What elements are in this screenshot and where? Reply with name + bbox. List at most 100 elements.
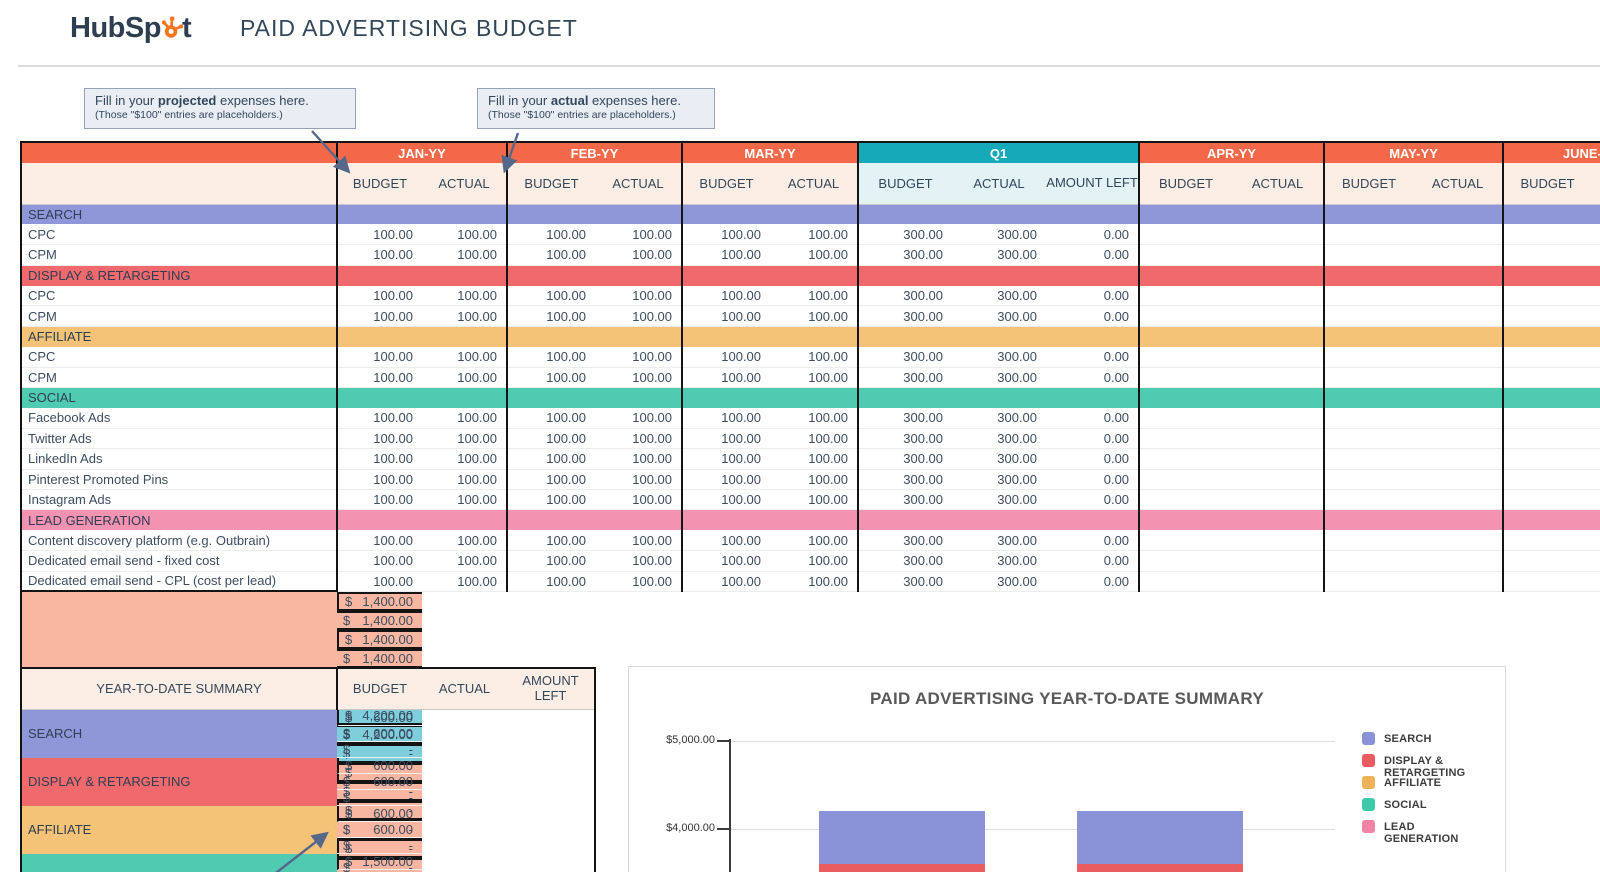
value-cell[interactable]: 100.00 (770, 367, 859, 389)
category-band-cell[interactable] (506, 204, 595, 225)
value-cell[interactable]: 100.00 (506, 346, 595, 368)
value-cell[interactable] (1502, 571, 1592, 592)
value-cell[interactable] (1138, 469, 1233, 490)
category-band-cell[interactable] (952, 509, 1047, 531)
value-cell[interactable]: 300.00 (857, 305, 953, 327)
category-band-cell[interactable] (1138, 265, 1233, 286)
category-band-cell[interactable] (1232, 265, 1325, 286)
value-cell[interactable]: 100.00 (336, 571, 422, 592)
ytd-value-cell[interactable]: $ - (337, 838, 422, 854)
ytd-category-label[interactable]: AFFILIATE (21, 805, 337, 854)
value-cell[interactable]: 100.00 (681, 469, 771, 490)
value-cell[interactable] (1323, 224, 1414, 246)
value-cell[interactable] (1232, 550, 1325, 572)
category-band-cell[interactable] (336, 509, 422, 531)
ytd-value-cell[interactable]: $ - (337, 790, 422, 806)
value-cell[interactable]: 0.00 (1046, 367, 1140, 389)
category-row-label[interactable]: SEARCH (21, 204, 337, 225)
value-cell[interactable]: 300.00 (857, 244, 953, 266)
value-cell[interactable] (1232, 224, 1325, 246)
value-cell[interactable]: 100.00 (422, 550, 507, 572)
value-cell[interactable] (1138, 285, 1233, 307)
value-cell[interactable]: 300.00 (952, 530, 1047, 552)
category-band-cell[interactable] (506, 265, 595, 286)
category-row-label[interactable]: DISPLAY & RETARGETING (21, 265, 337, 286)
category-band-cell[interactable] (1046, 387, 1140, 408)
value-cell[interactable]: 100.00 (681, 428, 771, 450)
total-value-cell[interactable]: $ - (337, 743, 422, 763)
value-cell[interactable] (1232, 305, 1325, 327)
value-cell[interactable]: 100.00 (336, 367, 422, 389)
line-item-label[interactable]: LinkedIn Ads (21, 448, 337, 470)
category-band-cell[interactable] (1232, 387, 1325, 408)
category-band-cell[interactable] (952, 265, 1047, 286)
category-band-cell[interactable] (595, 509, 683, 531)
category-row-label[interactable]: AFFILIATE (21, 326, 337, 347)
value-cell[interactable]: 0.00 (1046, 571, 1140, 592)
category-band-cell[interactable] (1138, 326, 1233, 347)
column-header-q1-amount-left[interactable]: AMOUNT LEFT (1046, 163, 1140, 205)
value-cell[interactable]: 100.00 (422, 346, 507, 368)
value-cell[interactable]: 0.00 (1046, 346, 1140, 368)
category-band-cell[interactable] (952, 387, 1047, 408)
ytd-category-label[interactable]: SOCIAL (21, 853, 337, 872)
section-header-jan[interactable]: JAN-YY (336, 142, 507, 163)
column-header-apr-budget[interactable]: BUDGET (1138, 163, 1233, 205)
value-cell[interactable] (1413, 224, 1504, 246)
value-cell[interactable]: 100.00 (506, 469, 595, 490)
value-cell[interactable]: 100.00 (336, 550, 422, 572)
value-cell[interactable]: 100.00 (595, 428, 683, 450)
value-cell[interactable]: 100.00 (506, 367, 595, 389)
value-cell[interactable] (1138, 346, 1233, 368)
total-value-cell[interactable]: $1,400.00 (337, 629, 422, 649)
value-cell[interactable]: 100.00 (422, 224, 507, 246)
column-header-feb-actual[interactable]: ACTUAL (595, 163, 683, 205)
category-band-cell[interactable] (1323, 326, 1414, 347)
value-cell[interactable] (1232, 571, 1325, 592)
value-cell[interactable]: 100.00 (770, 407, 859, 429)
category-band-cell[interactable] (1046, 265, 1140, 286)
value-cell[interactable]: 0.00 (1046, 244, 1140, 266)
value-cell[interactable]: 100.00 (506, 224, 595, 246)
line-item-label[interactable]: Content discovery platform (e.g. Outbrai… (21, 530, 337, 552)
value-cell[interactable]: 100.00 (681, 489, 771, 511)
total-value-cell[interactable]: $ - (337, 800, 422, 820)
value-cell[interactable]: 100.00 (770, 244, 859, 266)
value-cell[interactable] (1502, 407, 1592, 429)
value-cell[interactable] (1138, 367, 1233, 389)
category-band-cell[interactable] (422, 204, 507, 225)
ytd-column-header-budget[interactable]: BUDGET (336, 668, 422, 710)
value-cell[interactable] (1591, 367, 1600, 389)
value-cell[interactable]: 0.00 (1046, 530, 1140, 552)
value-cell[interactable]: 300.00 (857, 407, 953, 429)
value-cell[interactable]: 100.00 (770, 305, 859, 327)
ytd-value-cell[interactable]: $1,500.00 (337, 870, 422, 872)
value-cell[interactable]: 100.00 (595, 571, 683, 592)
category-band-cell[interactable] (770, 509, 859, 531)
value-cell[interactable]: 300.00 (952, 367, 1047, 389)
value-cell[interactable] (1591, 428, 1600, 450)
category-band-cell[interactable] (857, 265, 953, 286)
value-cell[interactable] (1323, 367, 1414, 389)
line-item-label[interactable]: CPM (21, 305, 337, 327)
value-cell[interactable]: 100.00 (422, 489, 507, 511)
value-cell[interactable] (1138, 448, 1233, 470)
value-cell[interactable]: 100.00 (681, 571, 771, 592)
value-cell[interactable] (1323, 244, 1414, 266)
value-cell[interactable] (1502, 448, 1592, 470)
value-cell[interactable] (1502, 244, 1592, 266)
value-cell[interactable] (1232, 407, 1325, 429)
value-cell[interactable] (1591, 571, 1600, 592)
total-value-cell[interactable]: $1,400.00 (337, 648, 422, 668)
value-cell[interactable]: 300.00 (857, 285, 953, 307)
column-header-mar-budget[interactable]: BUDGET (681, 163, 771, 205)
column-header-mar-actual[interactable]: ACTUAL (770, 163, 859, 205)
line-item-label[interactable]: Pinterest Promoted Pins (21, 469, 337, 490)
category-band-cell[interactable] (1413, 204, 1504, 225)
category-band-cell[interactable] (1413, 265, 1504, 286)
column-header-jan-actual[interactable]: ACTUAL (422, 163, 507, 205)
value-cell[interactable]: 300.00 (952, 285, 1047, 307)
value-cell[interactable] (1502, 489, 1592, 511)
value-cell[interactable] (1138, 428, 1233, 450)
value-cell[interactable]: 100.00 (681, 407, 771, 429)
